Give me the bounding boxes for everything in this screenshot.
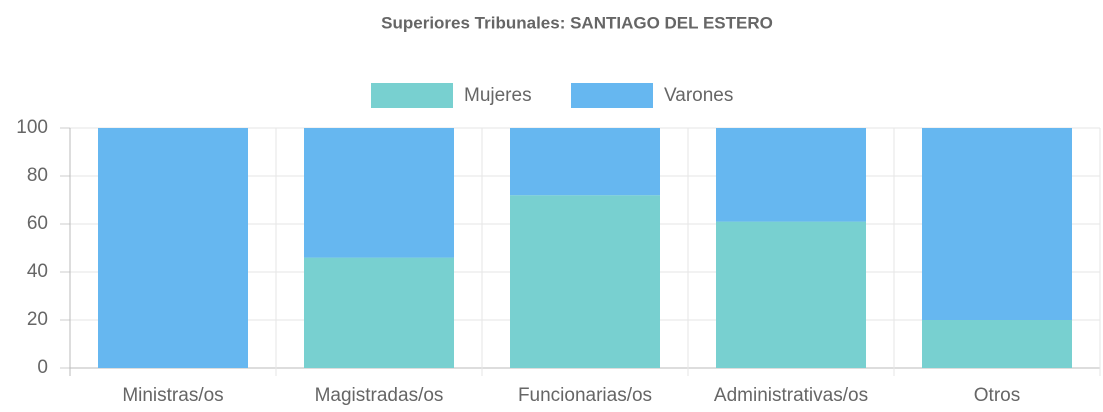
y-tick-label: 60 (27, 213, 48, 234)
bar-segment (716, 221, 866, 368)
legend-swatch (369, 81, 455, 110)
x-tick-label: Otros (974, 385, 1020, 406)
x-tick-label: Ministras/os (122, 385, 223, 406)
bar-segment (922, 320, 1072, 368)
legend-swatch (569, 81, 655, 110)
y-tick-label: 20 (27, 309, 48, 330)
x-tick-label: Administrativas/os (714, 385, 868, 406)
chart-title: Superiores Tribunales: SANTIAGO DEL ESTE… (381, 13, 773, 32)
bar-segment (304, 128, 454, 258)
bar-segment (716, 128, 866, 222)
bar-segment (98, 128, 248, 368)
legend-label: Varones (664, 85, 733, 106)
x-tick-label: Magistradas/os (315, 385, 444, 406)
x-tick-label: Funcionarias/os (518, 385, 652, 406)
legend-label: Mujeres (464, 85, 532, 106)
y-tick-label: 0 (37, 357, 48, 378)
y-tick-label: 80 (27, 165, 48, 186)
bar-segment (922, 128, 1072, 320)
y-tick-label: 40 (27, 261, 48, 282)
bar-segment (304, 257, 454, 368)
bar-segment (510, 128, 660, 196)
bar-segment (510, 195, 660, 368)
y-tick-label: 100 (16, 117, 48, 138)
